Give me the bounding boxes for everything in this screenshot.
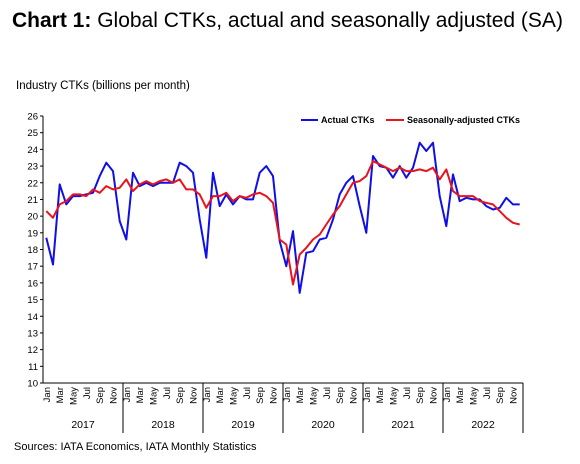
x-tick-label: Mar [295, 387, 306, 403]
x-tick-label: Jul [82, 387, 93, 399]
x-tick-label: Jul [482, 387, 493, 399]
x-tick-label: Jan [42, 387, 53, 402]
x-tick-label: May [69, 387, 80, 405]
x-tick-label: Jul [162, 387, 173, 399]
x-tick-label: Sep [335, 387, 346, 404]
y-tick-label: 20 [27, 212, 38, 223]
y-tick-label: 15 [27, 295, 38, 306]
y-tick-label: 19 [27, 228, 38, 239]
year-label: 2019 [231, 419, 255, 431]
y-tick-label: 12 [27, 345, 38, 356]
y-tick-label: 11 [28, 362, 38, 373]
x-tick-label: Jul [242, 387, 253, 399]
x-tick-label: Jul [402, 387, 413, 399]
y-tick-label: 26 [27, 112, 38, 123]
year-label: 2022 [471, 419, 495, 431]
chart-title-prefix: Chart 1: [12, 9, 92, 32]
y-tick-label: 17 [27, 262, 38, 273]
x-tick-label: May [309, 387, 320, 405]
x-tick-label: Jan [122, 387, 133, 402]
year-label: 2021 [391, 419, 415, 431]
x-tick-label: Nov [429, 387, 440, 404]
x-tick-label: Nov [269, 387, 280, 404]
x-tick-label: Nov [189, 387, 200, 404]
y-tick-label: 14 [27, 312, 38, 323]
x-tick-label: Mar [55, 387, 66, 403]
chart-title: Chart 1: Global CTKs, actual and seasona… [12, 8, 572, 34]
year-label: 2018 [151, 419, 175, 431]
x-tick-label: May [149, 387, 160, 405]
y-tick-label: 10 [27, 379, 38, 390]
x-tick-label: Jul [322, 387, 333, 399]
y-tick-label: 18 [27, 245, 38, 256]
chart-legend: Actual CTKs Seasonally-adjusted CTKs [301, 115, 520, 125]
x-tick-label: Nov [109, 387, 120, 404]
x-tick-label: Sep [495, 387, 506, 404]
x-tick-label: May [469, 387, 480, 405]
x-tick-label: Mar [375, 387, 386, 403]
x-tick-label: Jan [282, 387, 293, 402]
x-tick-label: Mar [135, 387, 146, 403]
legend-actual-label: Actual CTKs [321, 115, 375, 125]
chart-title-text: Global CTKs, actual and seasonally adjus… [91, 9, 563, 32]
y-tick-label: 23 [27, 162, 38, 173]
y-tick-label: 21 [27, 195, 38, 206]
x-tick-label: Nov [349, 387, 360, 404]
y-tick-label: 13 [27, 328, 38, 339]
y-tick-label: 16 [27, 278, 38, 289]
x-tick-label: Sep [95, 387, 106, 404]
y-tick-label: 25 [27, 128, 38, 139]
source-note: Sources: IATA Economics, IATA Monthly St… [14, 441, 257, 453]
x-tick-label: Jan [442, 387, 453, 402]
x-tick-label: Sep [255, 387, 266, 404]
chart-series [45, 141, 520, 294]
y-axis-label: Industry CTKs (billions per month) [16, 80, 190, 92]
x-tick-label: Sep [175, 387, 186, 404]
x-tick-label: May [389, 387, 400, 405]
x-tick-label: Jan [202, 387, 213, 402]
year-label: 2017 [71, 419, 95, 431]
x-tick-label: Sep [415, 387, 426, 404]
x-tick-label: Mar [215, 387, 226, 403]
x-tick-label: Nov [509, 387, 520, 404]
year-label: 2020 [311, 419, 335, 431]
sa-ctks-line [45, 160, 520, 286]
y-tick-label: 24 [27, 145, 38, 156]
x-tick-label: Mar [455, 387, 466, 403]
actual-ctks-line [45, 141, 520, 294]
y-tick-label: 22 [27, 178, 38, 189]
x-tick-label: Jan [362, 387, 373, 402]
legend-sa-label: Seasonally-adjusted CTKs [407, 115, 520, 125]
x-tick-label: May [229, 387, 240, 405]
